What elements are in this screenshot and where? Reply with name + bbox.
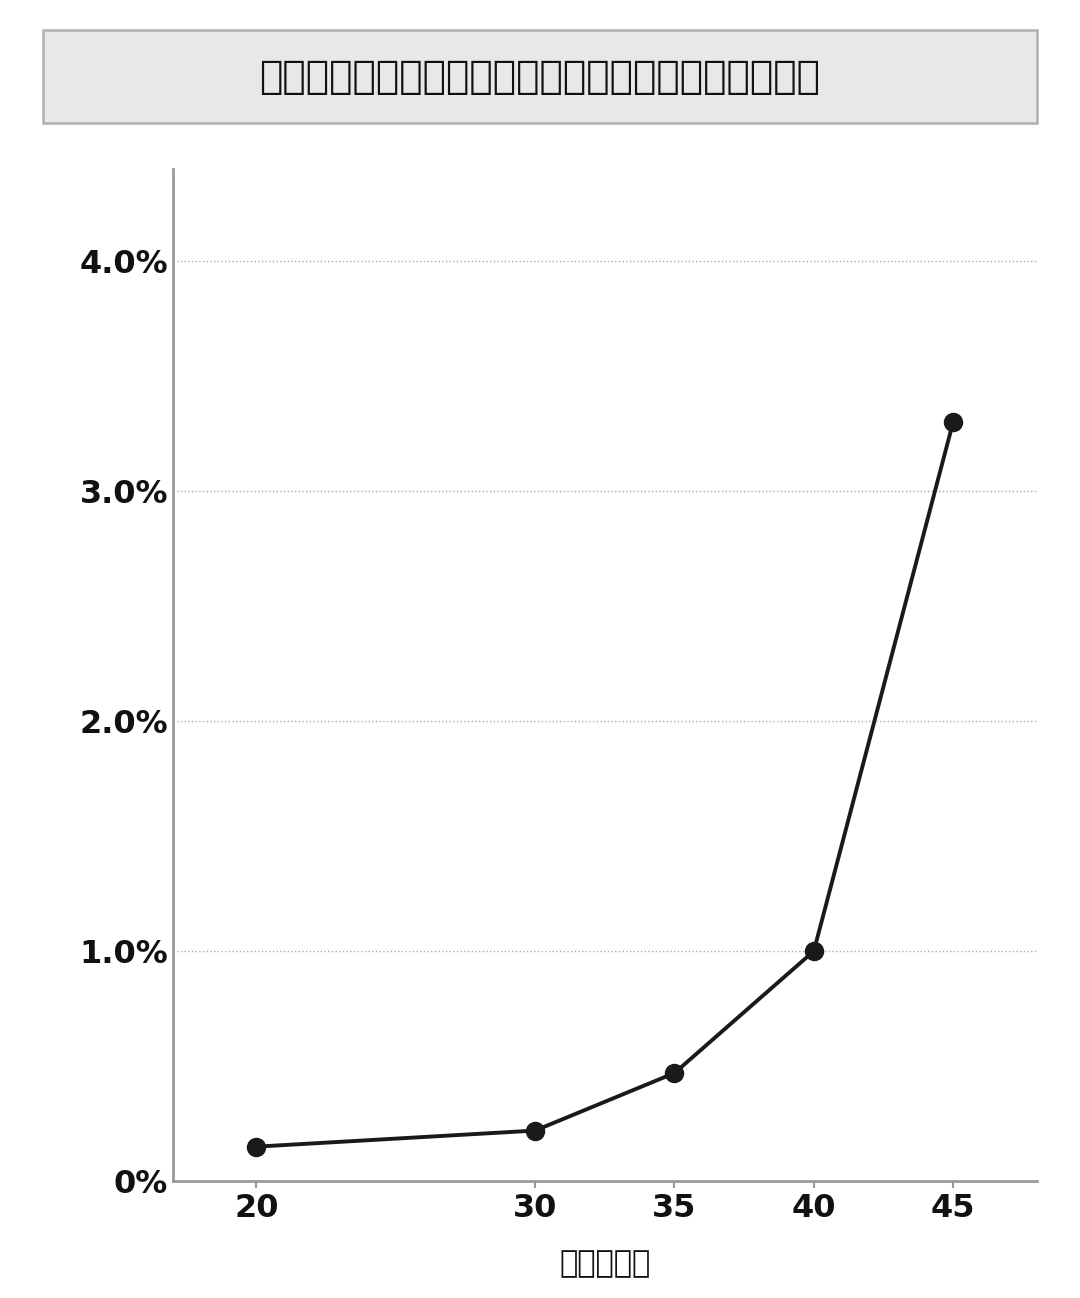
Text: 妊婦の年齢で変わるダウン症の子どもを出産する確率: 妊婦の年齢で変わるダウン症の子どもを出産する確率 xyxy=(259,57,821,96)
X-axis label: 妊婦の年齢: 妊婦の年齢 xyxy=(559,1249,650,1279)
